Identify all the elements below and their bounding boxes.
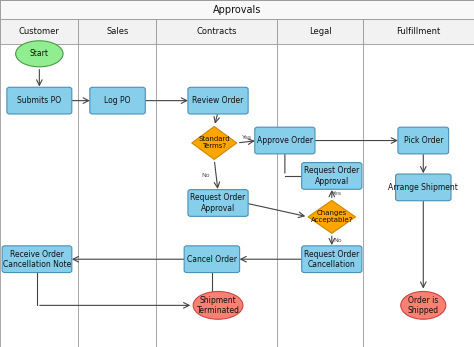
Text: Shipment
Terminated: Shipment Terminated	[197, 296, 239, 315]
Text: Request Order
Approval: Request Order Approval	[304, 166, 359, 186]
Text: Sales: Sales	[106, 27, 128, 36]
FancyBboxPatch shape	[156, 19, 277, 44]
Text: Log PO: Log PO	[104, 96, 131, 105]
Ellipse shape	[401, 291, 446, 319]
Text: Contracts: Contracts	[197, 27, 237, 36]
Text: Order is
Shipped: Order is Shipped	[408, 296, 439, 315]
Text: Yes: Yes	[242, 135, 252, 140]
Text: Fulfillment: Fulfillment	[396, 27, 440, 36]
Ellipse shape	[193, 291, 243, 319]
FancyBboxPatch shape	[301, 246, 362, 273]
FancyBboxPatch shape	[0, 19, 78, 44]
Text: Submits PO: Submits PO	[17, 96, 62, 105]
FancyBboxPatch shape	[7, 87, 72, 114]
Ellipse shape	[16, 41, 63, 67]
Text: Standard
Terms?: Standard Terms?	[199, 136, 230, 150]
Text: Cancel Order: Cancel Order	[187, 255, 237, 264]
FancyBboxPatch shape	[277, 19, 363, 44]
Text: Receive Order
Cancellation Note: Receive Order Cancellation Note	[3, 249, 71, 269]
FancyBboxPatch shape	[90, 87, 145, 114]
Text: Review Order: Review Order	[192, 96, 244, 105]
FancyBboxPatch shape	[301, 162, 362, 189]
Text: Request Order
Approval: Request Order Approval	[191, 193, 246, 213]
FancyBboxPatch shape	[395, 174, 451, 201]
Text: Customer: Customer	[18, 27, 60, 36]
Text: No: No	[333, 238, 342, 243]
FancyBboxPatch shape	[255, 127, 315, 154]
Text: Approve Order: Approve Order	[257, 136, 313, 145]
Text: Arrange Shipment: Arrange Shipment	[388, 183, 458, 192]
FancyBboxPatch shape	[184, 246, 240, 273]
FancyBboxPatch shape	[363, 19, 474, 44]
FancyBboxPatch shape	[398, 127, 448, 154]
FancyBboxPatch shape	[188, 87, 248, 114]
Polygon shape	[191, 127, 237, 160]
Text: No: No	[201, 173, 210, 178]
Text: Yes: Yes	[332, 191, 343, 196]
Text: Start: Start	[30, 49, 49, 58]
Text: Pick Order: Pick Order	[403, 136, 443, 145]
FancyBboxPatch shape	[78, 19, 156, 44]
FancyBboxPatch shape	[188, 189, 248, 217]
Text: Approvals: Approvals	[213, 5, 261, 15]
Polygon shape	[308, 201, 356, 234]
Text: Legal: Legal	[309, 27, 331, 36]
Text: Request Order
Cancellation: Request Order Cancellation	[304, 249, 359, 269]
FancyBboxPatch shape	[0, 0, 474, 19]
Text: Changes
Acceptable?: Changes Acceptable?	[310, 210, 353, 223]
FancyBboxPatch shape	[2, 246, 72, 273]
